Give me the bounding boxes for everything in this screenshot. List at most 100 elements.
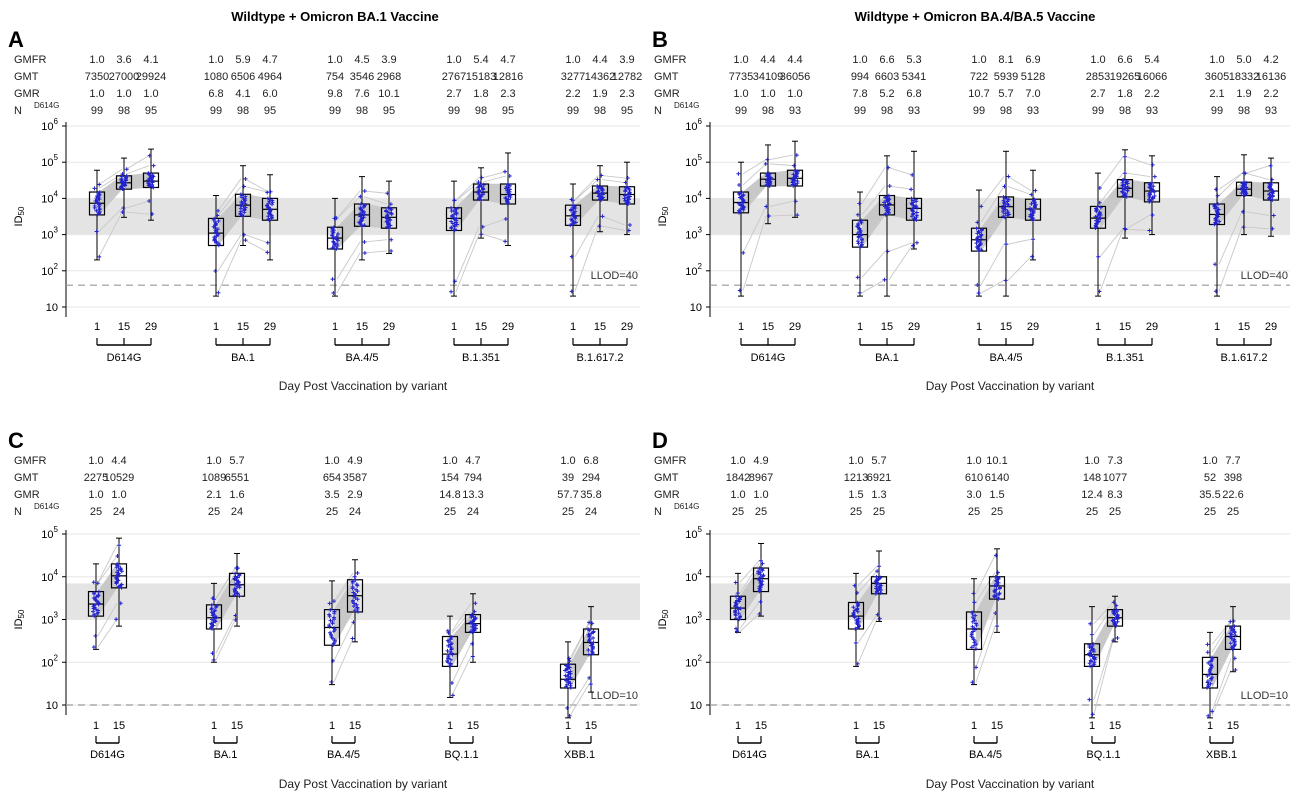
- paired-line: [770, 164, 793, 166]
- stat-gmr-value: 22.6: [1222, 489, 1243, 501]
- variant-label: D614G: [90, 749, 125, 761]
- stat-gmr-value: 1.0: [88, 489, 103, 501]
- stat-gmfr-value: 1.0: [1209, 54, 1224, 66]
- stat-n-value: 93: [1265, 105, 1277, 117]
- stat-gmt-value: 1213: [844, 472, 868, 484]
- stat-n-value: 25: [1109, 506, 1121, 518]
- stat-gmfr-value: 6.9: [1025, 54, 1040, 66]
- figure-title-left: Wildtype + Omicron BA.1 Vaccine: [231, 9, 439, 24]
- stat-n-value: 98: [356, 105, 368, 117]
- stat-gmt-value: 2968: [377, 71, 401, 83]
- x-day-label: 29: [1027, 321, 1039, 333]
- x-day-label: 29: [908, 321, 920, 333]
- y-tick-label: 10: [690, 700, 702, 712]
- x-day-label: 15: [1000, 321, 1012, 333]
- paired-line: [770, 155, 793, 160]
- stat-n-value: 25: [1086, 506, 1098, 518]
- variant-label: BA.1: [214, 749, 238, 761]
- row-label-gmfr: GMFR: [654, 455, 686, 467]
- x-day-label: 15: [881, 321, 893, 333]
- row-label-gmfr: GMFR: [654, 54, 686, 66]
- stat-gmfr-value: 1.0: [324, 455, 339, 467]
- x-day-label: 1: [213, 321, 219, 333]
- stat-n-value: 98: [881, 105, 893, 117]
- stat-gmr-value: 9.8: [327, 88, 342, 100]
- stat-gmr-value: 12.4: [1081, 489, 1102, 501]
- data-point: [1031, 237, 1035, 241]
- x-day-label: 15: [991, 720, 1003, 732]
- x-day-label: 1: [857, 321, 863, 333]
- x-day-label: 15: [349, 720, 361, 732]
- stat-gmt-value: 294: [582, 472, 600, 484]
- x-day-label: 1: [735, 720, 741, 732]
- stat-gmr-value: 1.3: [871, 489, 886, 501]
- stat-gmfr-value: 1.0: [208, 54, 223, 66]
- stat-gmr-value: 2.9: [347, 489, 362, 501]
- stat-gmt-value: 19265: [1110, 71, 1141, 83]
- gmr-subscript: D614G: [674, 101, 699, 110]
- data-point: [480, 176, 484, 180]
- row-label-gmt: GMT: [14, 71, 39, 83]
- y-tick-label: 102: [41, 262, 58, 278]
- data-point: [503, 239, 507, 243]
- variant-label: D614G: [751, 352, 786, 364]
- stat-gmr-value: 10.1: [378, 88, 399, 100]
- panel-letter: A: [8, 27, 24, 52]
- data-point: [212, 658, 216, 662]
- stat-gmfr-value: 5.3: [906, 54, 921, 66]
- x-day-label: 15: [475, 321, 487, 333]
- x-day-label: 15: [594, 321, 606, 333]
- row-label-n: N: [654, 105, 662, 117]
- stat-gmfr-value: 1.0: [966, 455, 981, 467]
- paired-line: [862, 251, 885, 277]
- data-point: [741, 251, 745, 255]
- data-point: [451, 693, 455, 697]
- stat-gmr-value: 57.7: [557, 489, 578, 501]
- stat-gmfr-value: 4.5: [354, 54, 369, 66]
- stat-gmr-value: 3.5: [324, 489, 339, 501]
- paired-line: [364, 191, 387, 193]
- x-day-label: 29: [145, 321, 157, 333]
- stat-gmr-value: 2.3: [500, 88, 515, 100]
- stat-n-value: 99: [854, 105, 866, 117]
- data-point: [117, 543, 121, 547]
- stat-n-value: 24: [113, 506, 125, 518]
- y-tick-label: 106: [685, 117, 702, 133]
- stat-gmt-value: 2853: [1086, 71, 1110, 83]
- data-point: [886, 249, 890, 253]
- stat-n-value: 25: [991, 506, 1003, 518]
- stat-gmfr-value: 4.4: [111, 455, 126, 467]
- stat-gmfr-value: 1.0: [1202, 455, 1217, 467]
- y-tick-label: 105: [685, 153, 702, 169]
- stat-gmfr-value: 1.0: [560, 455, 575, 467]
- stat-gmr-value: 1.0: [143, 88, 158, 100]
- stat-gmt-value: 12782: [612, 71, 643, 83]
- data-point: [266, 241, 270, 245]
- stat-gmfr-value: 4.4: [592, 54, 607, 66]
- data-point: [995, 624, 999, 628]
- row-label-gmr: GMR: [654, 489, 680, 501]
- stat-gmfr-value: 1.0: [206, 455, 221, 467]
- variant-label: BA.4/5: [969, 749, 1002, 761]
- y-tick-label: 104: [41, 189, 58, 205]
- stat-gmt-value: 3277: [561, 71, 585, 83]
- stat-gmr-value: 14.8: [439, 489, 460, 501]
- stat-gmfr-value: 4.4: [760, 54, 775, 66]
- stat-n-value: 99: [973, 105, 985, 117]
- paired-line: [1008, 239, 1031, 244]
- x-day-label: 1: [976, 321, 982, 333]
- paired-line: [1127, 173, 1150, 176]
- x-day-label: 1: [211, 720, 217, 732]
- x-day-label: 1: [1089, 720, 1095, 732]
- data-point: [1087, 698, 1091, 702]
- y-tick-label: 10: [690, 302, 702, 314]
- x-day-label: 1: [565, 720, 571, 732]
- stat-gmt-value: 2767: [442, 71, 466, 83]
- y-tick-label: 10: [46, 302, 58, 314]
- stat-gmr-value: 35.8: [580, 489, 601, 501]
- data-point: [471, 655, 475, 659]
- y-axis-label: ID50: [657, 206, 670, 226]
- x-day-label: 15: [1227, 720, 1239, 732]
